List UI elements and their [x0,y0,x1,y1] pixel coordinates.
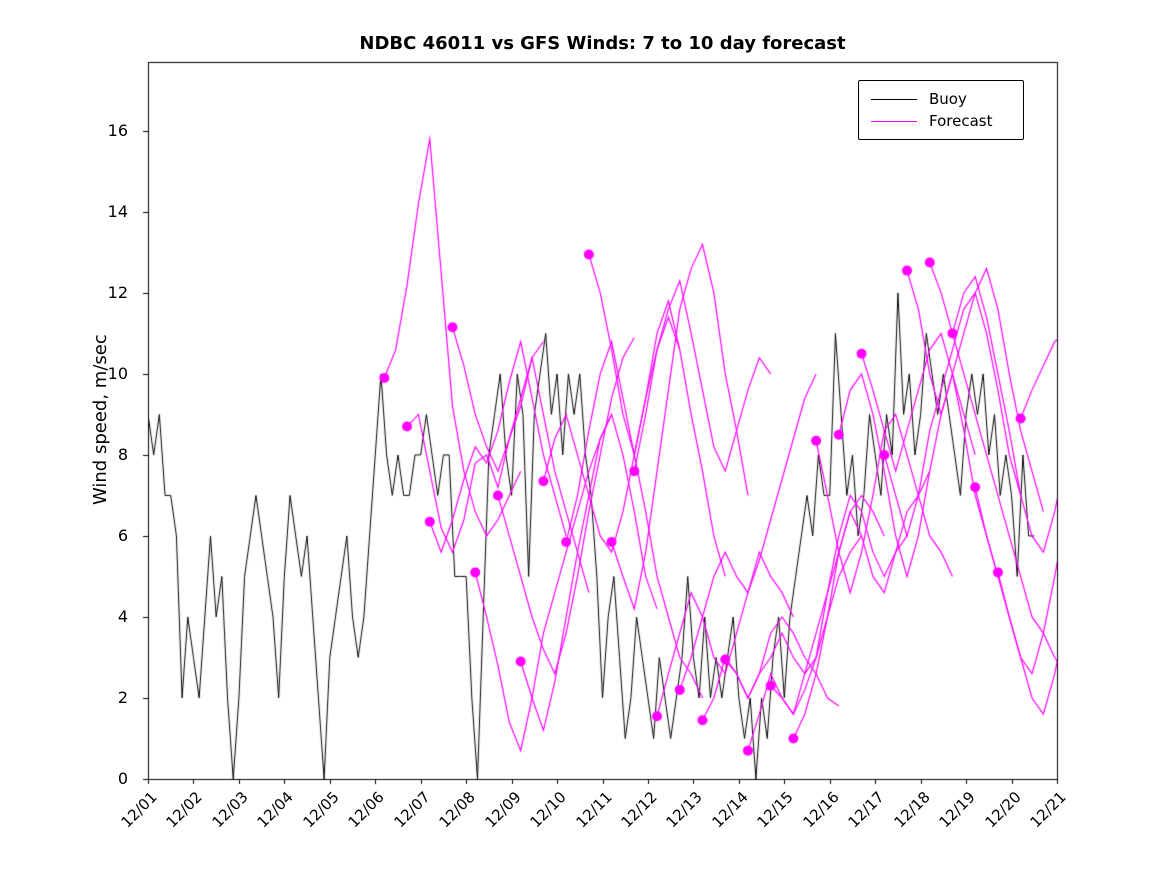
y-tick-label: 16 [107,120,128,140]
legend-entry-buoy: Buoy [859,88,1023,110]
legend-swatch-buoy [871,98,917,100]
legend-swatch-forecast [871,120,917,122]
y-tick-label: 0 [117,769,128,788]
y-tick-label: 14 [107,201,128,221]
y-tick-label: 6 [117,525,128,545]
legend-label-buoy: Buoy [929,90,967,108]
y-tick-label: 2 [117,687,128,707]
y-tick-label: 12 [107,282,128,302]
y-tick-label: 10 [107,363,128,383]
legend-label-forecast: Forecast [929,112,993,130]
y-tick-label: 8 [117,444,128,464]
legend: Buoy Forecast [858,80,1024,140]
legend-entry-forecast: Forecast [859,110,1023,132]
y-tick-label: 4 [117,606,128,626]
